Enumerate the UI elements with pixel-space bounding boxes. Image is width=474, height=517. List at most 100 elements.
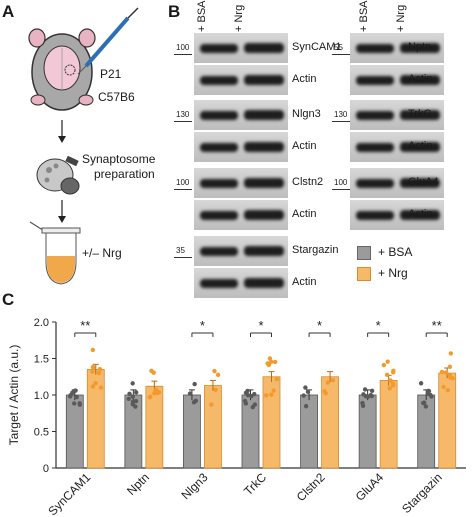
data-point-bsa xyxy=(134,390,139,395)
data-point-nrg xyxy=(267,356,273,361)
blot-image xyxy=(194,132,288,162)
blot-control-label: Actin xyxy=(292,276,317,288)
data-point-nrg xyxy=(325,380,331,385)
marker-line xyxy=(174,121,192,122)
data-point-nrg xyxy=(269,392,274,397)
significance-label: ** xyxy=(80,318,90,333)
legend-swatch-bsa xyxy=(357,246,371,260)
data-point-nrg xyxy=(98,385,104,390)
data-point-nrg xyxy=(447,373,452,378)
legend-label-bsa: + BSA xyxy=(378,245,413,259)
step-label-2: preparation xyxy=(94,167,155,181)
marker-line xyxy=(332,121,350,122)
lane-label-nrg-left: + Nrg xyxy=(233,4,245,32)
data-point-nrg xyxy=(381,362,387,368)
significance-label: ** xyxy=(432,318,442,333)
blot-image xyxy=(350,100,444,130)
y-tick-label: 0 xyxy=(43,463,49,475)
category-label: Nlgn3 xyxy=(178,470,210,502)
blot-control-label: Actin xyxy=(408,140,433,152)
blot-image xyxy=(350,200,444,230)
blot-target-label: TrkC xyxy=(408,108,432,120)
blot-control-label: Actin xyxy=(292,73,317,85)
age-label: P21 xyxy=(100,67,122,81)
lane-label-nrg-right: + Nrg xyxy=(395,4,407,32)
data-point-nrg xyxy=(268,359,274,365)
data-point-nrg xyxy=(323,391,328,396)
y-tick-label: 0.5 xyxy=(34,427,49,439)
data-point-bsa xyxy=(191,400,197,405)
data-point-nrg xyxy=(390,381,396,386)
data-point-nrg xyxy=(271,388,276,393)
blot-image xyxy=(194,168,288,198)
molecular-weight-label: 100 xyxy=(176,178,190,187)
y-tick-label: 1.0 xyxy=(34,390,49,402)
marker-line xyxy=(332,54,350,55)
data-point-bsa xyxy=(243,401,249,406)
data-point-bsa xyxy=(245,388,250,394)
significance-label: * xyxy=(200,318,205,333)
data-point-bsa xyxy=(301,393,306,398)
data-point-bsa xyxy=(423,404,429,409)
blot-target-label: GluA4 xyxy=(408,176,439,188)
data-point-bsa xyxy=(369,388,375,394)
data-point-nrg xyxy=(274,376,280,382)
blot-control-label: Actin xyxy=(292,208,317,220)
data-point-bsa xyxy=(133,398,139,404)
data-point-nrg xyxy=(265,361,270,366)
data-point-bsa xyxy=(77,402,82,407)
bar-nrg xyxy=(204,385,222,469)
data-point-nrg xyxy=(391,370,396,375)
data-point-bsa xyxy=(187,391,193,396)
molecular-weight-label: 55 xyxy=(334,43,343,52)
significance-label: * xyxy=(258,318,263,333)
data-point-nrg xyxy=(215,372,221,378)
data-point-nrg xyxy=(439,369,445,375)
data-point-nrg xyxy=(447,364,453,369)
data-point-nrg xyxy=(450,376,455,381)
data-point-bsa xyxy=(67,394,73,399)
data-point-bsa xyxy=(362,387,368,392)
data-point-bsa xyxy=(252,391,257,397)
data-point-nrg xyxy=(209,402,214,407)
category-label: SynCAM1 xyxy=(45,470,93,517)
data-point-bsa xyxy=(428,392,433,398)
data-point-bsa xyxy=(126,396,131,401)
molecular-weight-label: 130 xyxy=(176,110,190,119)
data-point-nrg xyxy=(213,387,218,392)
data-point-nrg xyxy=(384,372,390,378)
blot-image xyxy=(350,33,444,63)
treatment-label: +/– Nrg xyxy=(82,246,122,260)
panel-label-b: B xyxy=(168,2,181,21)
blot-image xyxy=(194,100,288,130)
data-point-bsa xyxy=(303,385,308,390)
tube-icon xyxy=(29,221,81,285)
blot-target-label: Clstn2 xyxy=(292,176,324,188)
y-tick-label: 2.0 xyxy=(34,317,49,329)
data-point-nrg xyxy=(387,386,392,391)
data-point-nrg xyxy=(90,369,95,374)
blot-control-label: Actin xyxy=(292,140,317,152)
data-point-nrg xyxy=(148,394,153,400)
data-point-nrg xyxy=(97,366,103,372)
data-point-nrg xyxy=(388,378,393,383)
data-point-bsa xyxy=(73,388,78,393)
lane-label-bsa-right: + BSA xyxy=(358,0,370,33)
molecular-weight-label: 130 xyxy=(334,110,348,119)
category-label: Clstn2 xyxy=(294,470,328,504)
data-point-bsa xyxy=(245,392,251,398)
category-label: TrkC xyxy=(241,470,269,498)
mouse-icon xyxy=(28,28,96,111)
lane-label-bsa-left: + BSA xyxy=(196,0,208,33)
blot-target-label: Nlgn3 xyxy=(292,108,321,120)
data-point-bsa xyxy=(127,391,132,396)
data-point-nrg xyxy=(272,359,278,365)
data-point-nrg xyxy=(385,359,390,364)
category-label: GluA4 xyxy=(353,470,387,504)
y-axis-label: Target / Actin (a.u.) xyxy=(7,345,21,446)
data-point-bsa xyxy=(361,392,366,397)
molecular-weight-label: 100 xyxy=(334,178,348,187)
blot-image xyxy=(350,132,444,162)
panel-label-c: C xyxy=(2,290,15,309)
blot-image xyxy=(194,65,288,95)
